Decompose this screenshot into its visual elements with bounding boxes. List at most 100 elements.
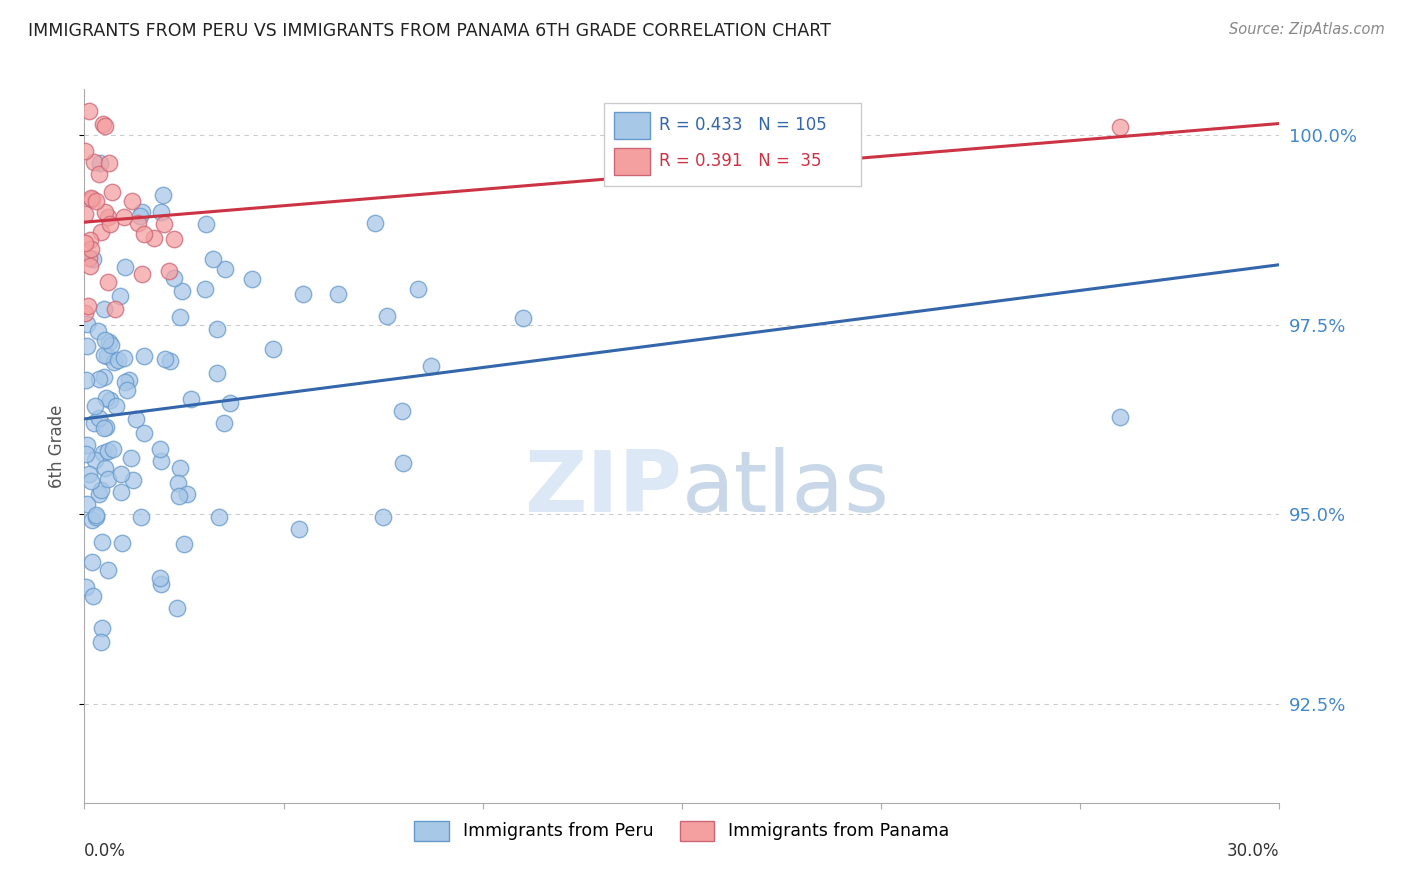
Text: ZIP: ZIP (524, 447, 682, 531)
Point (93, 302, 115, 317)
Point (75, 580, 97, 594)
Point (83, 154, 105, 169)
Point (375, 309, 398, 323)
Point (262, 343, 284, 357)
Point (419, 359, 441, 373)
Point (129, 510, 152, 524)
Point (205, 322, 228, 336)
Point (127, 216, 149, 230)
Point (149, 454, 172, 468)
Point (172, 284, 194, 298)
Point (76, 317, 98, 331)
Point (98, 334, 121, 349)
Point (87, 487, 110, 501)
Point (98, 392, 121, 407)
Point (80, 191, 103, 205)
Point (201, 252, 224, 266)
Point (373, 509, 395, 524)
Point (208, 509, 231, 524)
Point (157, 264, 180, 278)
Point (131, 205, 153, 219)
Point (82, 590, 104, 604)
Point (143, 230, 166, 244)
FancyBboxPatch shape (605, 103, 862, 186)
Point (1109, 120, 1132, 135)
Point (163, 232, 186, 246)
Point (132, 350, 155, 364)
Point (75, 235, 97, 250)
Point (155, 352, 177, 367)
Point (80, 192, 103, 206)
Point (149, 571, 172, 585)
Point (90, 225, 112, 239)
Point (219, 396, 242, 410)
Point (83, 416, 105, 430)
Point (84, 508, 107, 522)
Point (75, 447, 97, 461)
Point (91, 117, 114, 131)
Point (117, 373, 139, 387)
Point (77, 252, 100, 266)
Point (194, 282, 217, 296)
Text: atlas: atlas (682, 447, 890, 531)
Point (134, 425, 156, 440)
Point (96, 420, 118, 434)
Point (87, 372, 110, 386)
Point (169, 310, 191, 324)
Point (159, 353, 181, 368)
Text: R = 0.391   N =  35: R = 0.391 N = 35 (659, 153, 821, 170)
Point (80, 513, 103, 527)
Point (93, 333, 115, 347)
Point (128, 210, 150, 224)
Point (98, 217, 121, 231)
Point (176, 487, 198, 501)
Point (76, 438, 98, 452)
Point (75, 373, 97, 387)
Point (110, 467, 132, 482)
Point (79, 233, 101, 247)
Point (112, 351, 135, 366)
Point (97, 211, 120, 225)
Point (364, 217, 387, 231)
Point (100, 338, 122, 352)
Point (392, 457, 415, 471)
Point (97, 444, 120, 458)
Point (75, 145, 97, 159)
Point (205, 367, 228, 381)
Y-axis label: 6th Grade: 6th Grade (48, 404, 66, 488)
Point (90, 535, 112, 549)
Point (214, 262, 236, 277)
Point (166, 475, 188, 490)
Point (89, 167, 111, 181)
Point (107, 353, 129, 368)
Point (98, 156, 121, 170)
Point (77, 467, 100, 482)
Point (167, 489, 190, 503)
Point (108, 288, 131, 302)
Point (391, 404, 413, 418)
Point (132, 227, 156, 241)
Point (87, 324, 110, 338)
Point (166, 601, 188, 615)
Point (77, 299, 100, 313)
Point (114, 376, 136, 390)
Bar (614, 112, 650, 139)
Point (80, 243, 103, 257)
Point (152, 217, 174, 231)
Text: R = 0.433   N = 105: R = 0.433 N = 105 (659, 116, 827, 134)
Point (94, 204, 117, 219)
Point (212, 417, 235, 431)
Point (93, 369, 115, 384)
Point (111, 536, 134, 550)
Point (406, 282, 429, 296)
Point (80, 474, 103, 488)
Text: 0.0%: 0.0% (84, 842, 127, 860)
Text: Source: ZipAtlas.com: Source: ZipAtlas.com (1229, 22, 1385, 37)
Point (117, 384, 139, 398)
Point (79, 259, 101, 273)
Point (86, 194, 108, 208)
Point (103, 355, 125, 369)
Point (89, 410, 111, 425)
Text: 30.0%: 30.0% (1227, 842, 1279, 860)
Point (93, 421, 115, 435)
